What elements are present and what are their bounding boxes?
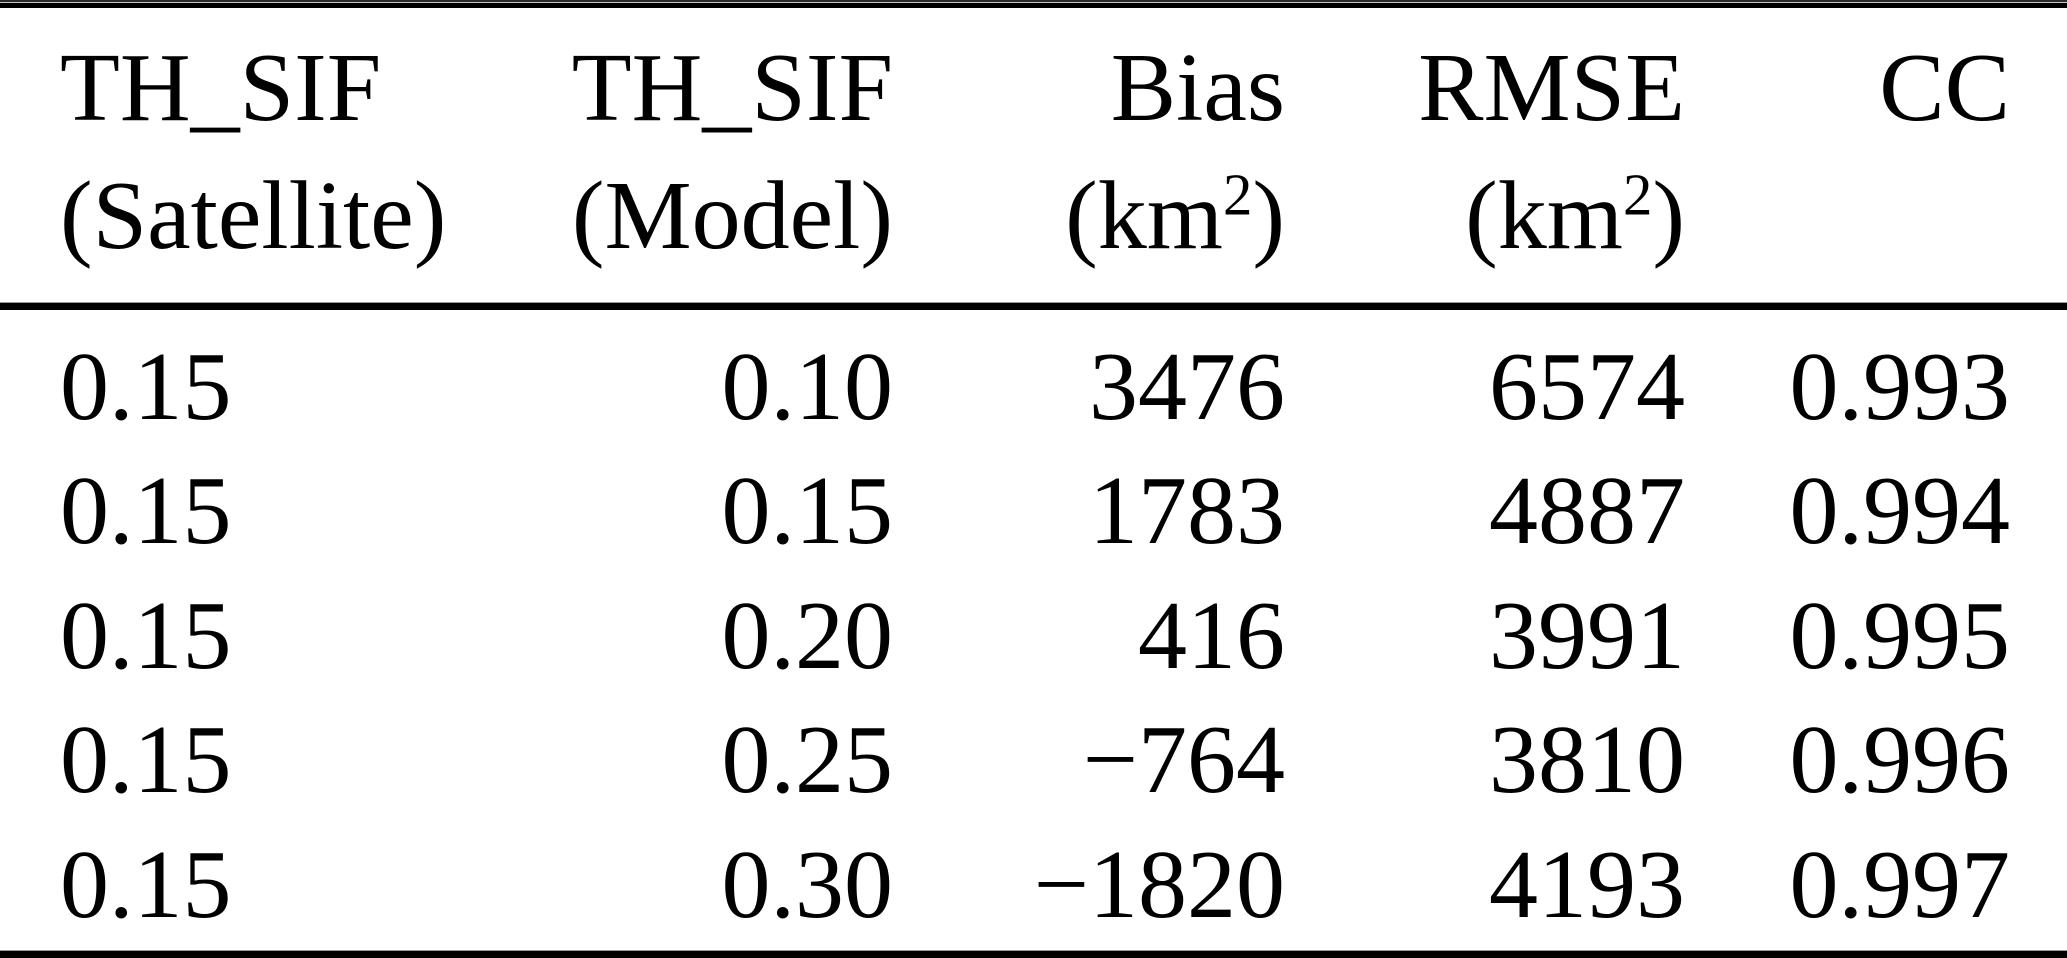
column-header-bias: Bias (km2) [893,24,1285,302]
table-rule-top [0,0,2067,8]
column-header-subtitle: (Model) [571,162,893,270]
table-cell: 4887 [1489,457,1685,566]
unit-superscript: 2 [1622,162,1653,228]
table-cell: 0.10 [721,333,894,441]
table-cell: 0.15 [721,457,894,566]
table-cell: 0.15 [60,333,232,441]
column-header-title: CC [1879,34,2010,142]
table-rule-header-separator [0,302,2067,310]
column-header-th-sif-satellite: TH_SIF (Satellite) [0,24,500,302]
table-rule-bottom [0,950,2067,958]
table-cell: 0.997 [1789,830,2011,939]
column-header-title: TH_SIF [60,34,382,142]
table-cell: 0.20 [721,581,894,690]
table-cell: 0.15 [60,457,232,566]
unit-close-paren: ) [1652,162,1685,270]
column-header-rmse: RMSE (km2) [1285,24,1685,302]
column-header-subtitle: (km2) [1285,152,1685,280]
table-cell: 0.30 [721,830,894,939]
table-cell: 3476 [1089,333,1285,441]
table-cell: 4193 [1489,830,1685,939]
table-body: 0.15 0.10 3476 6574 0.993 0.15 0.15 1783… [0,310,2067,950]
column-header-title: TH_SIF [571,34,893,142]
table-cell: −764 [1082,706,1285,815]
table-cell: 0.15 [60,830,232,939]
column-header-subtitle: (km2) [893,152,1285,280]
table-header-row: TH_SIF (Satellite) TH_SIF (Model) Bias (… [0,8,2067,302]
column-header-th-sif-model: TH_SIF (Model) [500,24,893,302]
unit-close-paren: ) [1252,162,1285,270]
column-header-title: Bias [1110,34,1285,142]
column-header-subtitle: (Satellite) [60,162,447,270]
table-cell: 0.25 [721,706,894,815]
table-cell: 6574 [1489,333,1685,441]
table-cell: 0.15 [60,581,232,690]
unit-text: (km [1065,162,1223,270]
unit-superscript: 2 [1222,162,1253,228]
table-cell: 0.996 [1789,706,2011,815]
table-cell: 416 [1138,581,1285,690]
column-header-title: RMSE [1418,34,1685,142]
table-cell: 0.994 [1789,457,2011,566]
unit-text: (km [1465,162,1623,270]
table-cell: 3991 [1489,581,1685,690]
table-cell: 0.15 [60,706,232,815]
table-cell: 1783 [1089,457,1285,566]
table-cell: −1820 [1033,830,1285,939]
column-header-cc: CC [1685,24,2010,302]
table-cell: 0.995 [1789,581,2011,690]
table-cell: 0.993 [1789,333,2011,441]
table-cell: 3810 [1489,706,1685,815]
